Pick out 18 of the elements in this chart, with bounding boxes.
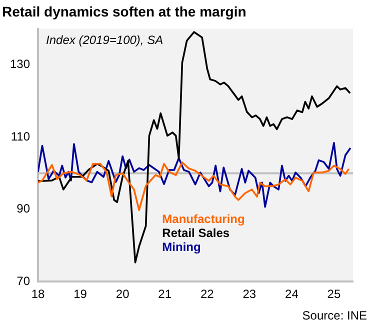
x-tick-label: 22 — [200, 287, 214, 302]
x-tick-label: 24 — [285, 287, 299, 302]
y-tick-label: 70 — [16, 274, 30, 288]
x-tick-label: 20 — [116, 287, 130, 302]
x-tick-label: 19 — [74, 287, 88, 302]
x-tick-label: 18 — [31, 287, 46, 302]
y-tick-label: 130 — [10, 57, 30, 72]
series-label: Retail Sales — [162, 226, 230, 240]
source-note: Source: INE — [302, 308, 367, 322]
chart-title: Retail dynamics soften at the margin — [2, 3, 246, 20]
x-tick-label: 25 — [327, 287, 341, 302]
annotation: Index (2019=100), SA — [46, 33, 164, 48]
text: Mining — [162, 240, 201, 254]
x-tick-label: 23 — [242, 287, 256, 302]
series-label: Manufacturing — [162, 212, 245, 226]
y-tick-label: 110 — [10, 129, 30, 144]
x-tick-label: 21 — [158, 287, 172, 302]
y-tick-label: 90 — [16, 202, 30, 216]
